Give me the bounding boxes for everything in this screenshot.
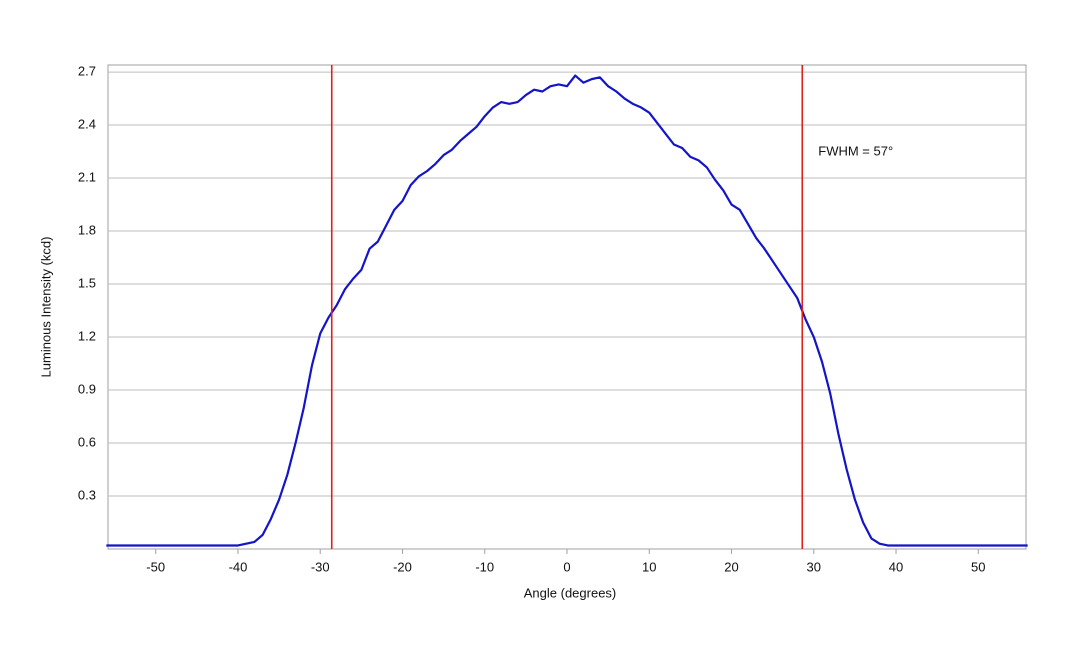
x-tick-label: -40 bbox=[229, 559, 248, 574]
y-tick-label: 0.9 bbox=[78, 381, 96, 396]
x-tick-label: 0 bbox=[563, 559, 570, 574]
x-tick-label: 10 bbox=[642, 559, 656, 574]
y-tick-label: 2.7 bbox=[78, 64, 96, 79]
x-tick-label: -20 bbox=[393, 559, 412, 574]
y-tick-label: 2.1 bbox=[78, 169, 96, 184]
y-tick-label: 2.4 bbox=[78, 116, 96, 131]
y-tick-label: 1.5 bbox=[78, 275, 96, 290]
x-tick-label: 30 bbox=[807, 559, 821, 574]
x-tick-label: 20 bbox=[724, 559, 738, 574]
x-tick-label: 50 bbox=[971, 559, 985, 574]
data-line bbox=[106, 74, 1028, 547]
x-axis-title: Angle (degrees) bbox=[524, 585, 617, 600]
plot-frame bbox=[107, 64, 1027, 550]
y-tick-label: 0.3 bbox=[78, 487, 96, 502]
x-tick-label: -10 bbox=[475, 559, 494, 574]
x-tick-label: -30 bbox=[311, 559, 330, 574]
x-tick-label: 40 bbox=[889, 559, 903, 574]
y-tick-label: 1.2 bbox=[78, 328, 96, 343]
y-tick-label: 0.6 bbox=[78, 434, 96, 449]
annotation: FWHM = 57° bbox=[818, 143, 893, 158]
y-axis-title: Luminous Intensity (kcd) bbox=[38, 237, 53, 378]
x-tick-label: -50 bbox=[146, 559, 165, 574]
y-tick-label: 1.8 bbox=[78, 222, 96, 237]
